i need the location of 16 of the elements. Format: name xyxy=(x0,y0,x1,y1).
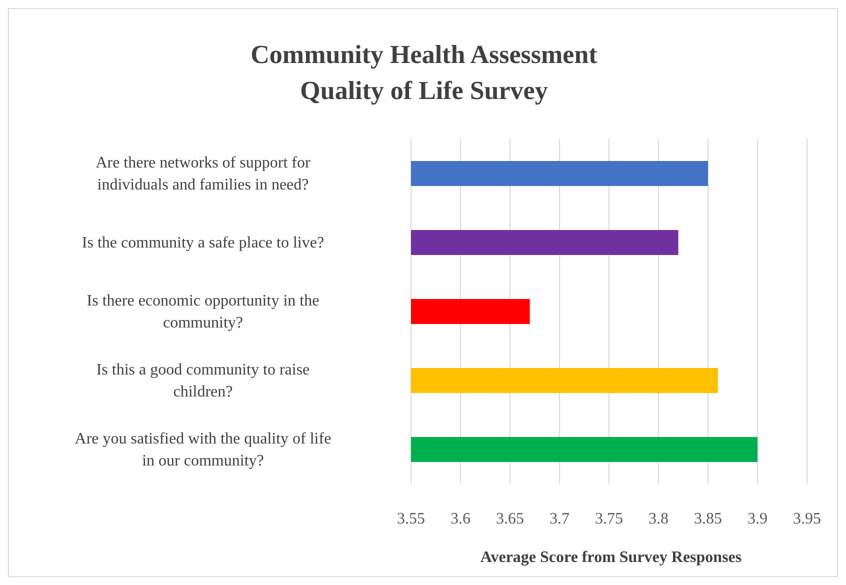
y-tick-label: Are there networks of support for individuals and families in need? xyxy=(96,154,311,193)
y-tick-label: Are you satisfied with the quality of life in our community? xyxy=(74,430,332,469)
y-tick-label: Is the community a safe place to live? xyxy=(82,234,324,251)
x-axis-title: Average Score from Survey Responses xyxy=(479,549,743,567)
x-tick-label: 3.55 xyxy=(397,510,425,528)
x-tick-label: 3.6 xyxy=(450,510,470,528)
x-tick-label: 3.7 xyxy=(550,510,570,528)
x-tick-label: 3.65 xyxy=(496,510,524,528)
x-tick-label: 3.95 xyxy=(793,510,821,528)
y-tick-label: Is this a good community to raise children? xyxy=(96,361,310,400)
x-tick-label: 3.8 xyxy=(648,510,668,528)
x-tick-label: 3.85 xyxy=(694,510,722,528)
x-tick-label: 3.75 xyxy=(595,510,623,528)
chart-title: Community Health Assessment Quality of Life Survey xyxy=(250,39,598,107)
x-tick-label: 3.9 xyxy=(748,510,768,528)
y-tick-label: Is there economic opportunity in the community? xyxy=(86,292,320,331)
